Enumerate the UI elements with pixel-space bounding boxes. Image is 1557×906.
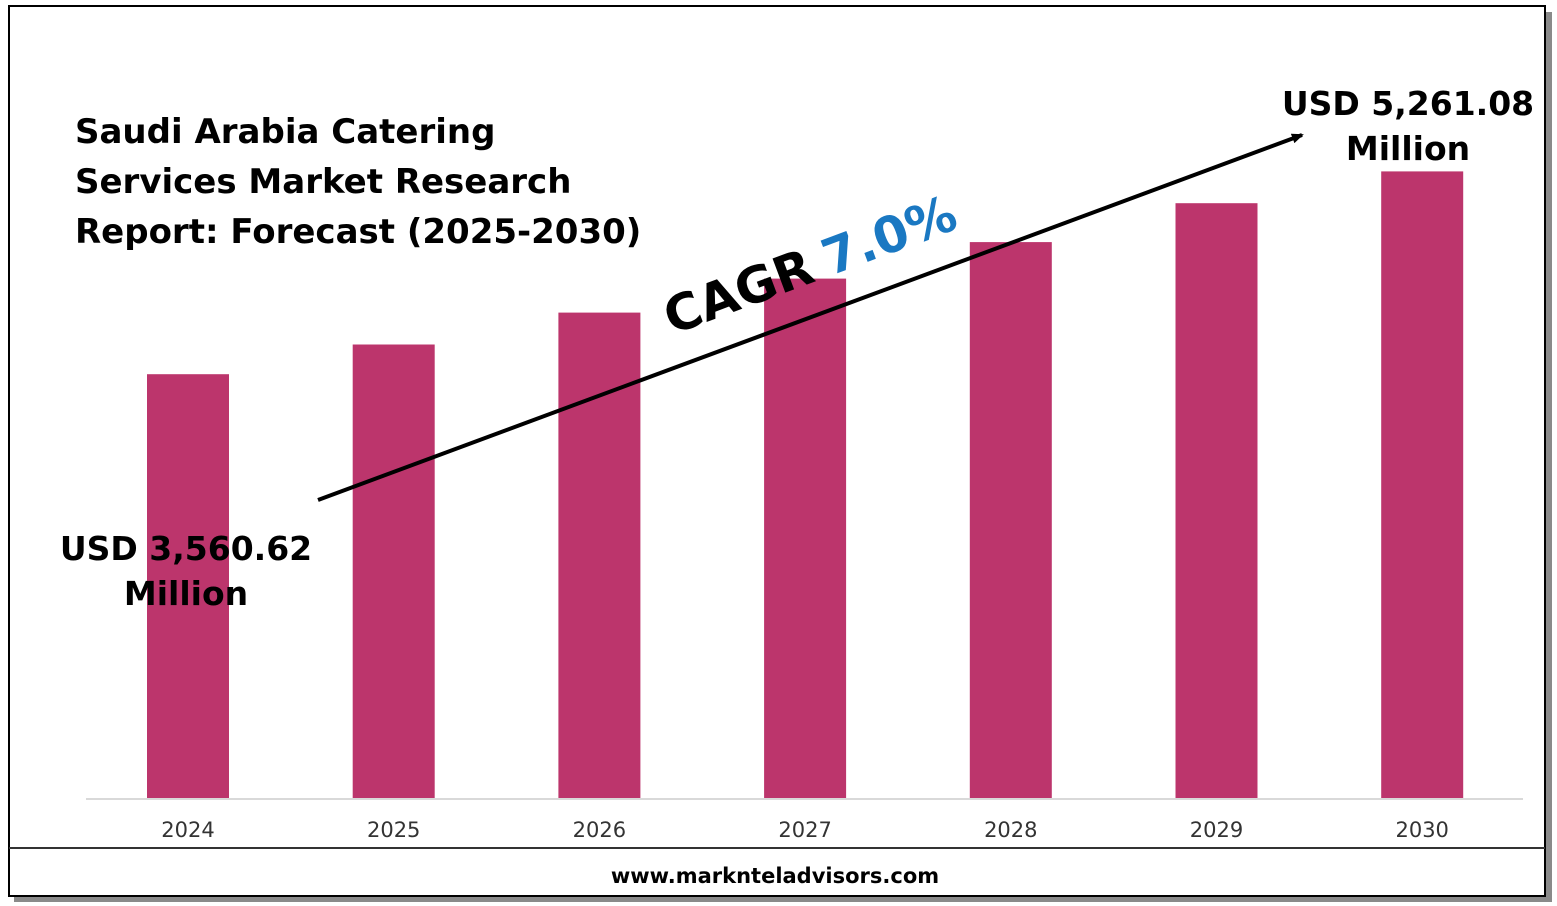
end-value-label-line-2: Million [1346, 129, 1470, 168]
bar-2028 [969, 242, 1052, 800]
bar-2030 [1381, 171, 1464, 799]
chart-title-line-3: Report: Forecast (2025-2030) [75, 212, 641, 252]
x-tick-2027: 2027 [778, 818, 831, 842]
footer-website: www.marknteladvisors.com [611, 864, 939, 888]
x-tick-2026: 2026 [573, 818, 626, 842]
x-tick-2024: 2024 [161, 818, 214, 842]
bars-group [147, 171, 1464, 800]
x-tick-2028: 2028 [984, 818, 1037, 842]
bar-2025 [352, 344, 435, 799]
trend-arrow [317, 133, 1304, 502]
start-value-label-line-1: USD 3,560.62 [60, 529, 312, 568]
bar-2024 [147, 374, 229, 799]
x-tick-labels: 2024 2025 2026 2027 2028 2029 2030 [161, 818, 1449, 842]
bar-2027 [764, 278, 847, 800]
chart-title-line-1: Saudi Arabia Catering [75, 112, 495, 152]
x-tick-2030: 2030 [1395, 818, 1448, 842]
start-value-label-line-2: Million [124, 574, 248, 613]
x-tick-2029: 2029 [1190, 818, 1243, 842]
x-tick-2025: 2025 [367, 818, 420, 842]
end-value-label-line-1: USD 5,261.08 [1282, 84, 1534, 123]
chart-title-line-2: Services Market Research [75, 162, 571, 202]
bar-2029 [1175, 203, 1258, 799]
